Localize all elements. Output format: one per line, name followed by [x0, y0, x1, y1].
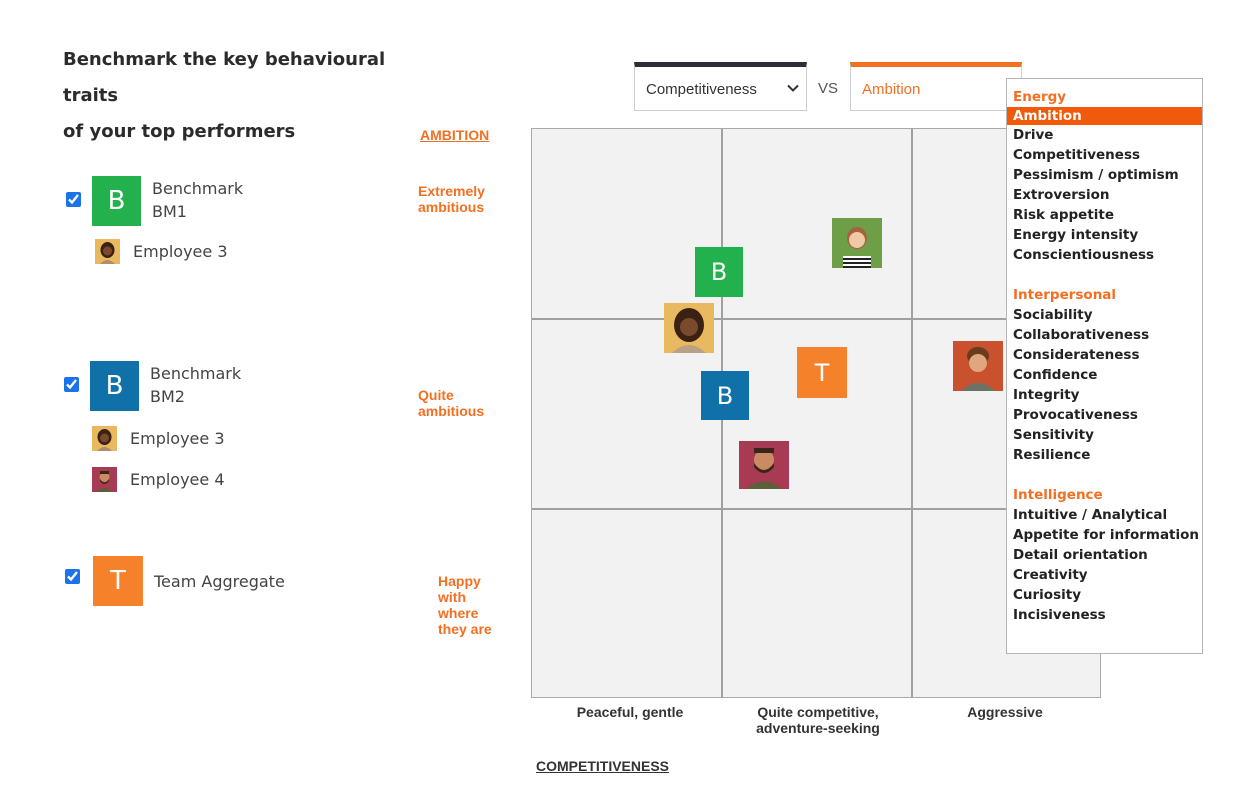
label-line-2: BM2 [150, 387, 185, 406]
x-level-line: Aggressive [967, 704, 1043, 720]
y-level-line: Happy [438, 573, 481, 589]
y-level-low: Happy with where they are [438, 573, 492, 637]
chevron-down-icon [787, 84, 799, 92]
tile-letter: B [105, 371, 124, 401]
marker-letter: T [814, 358, 830, 387]
page-heading: Benchmark the key behavioural traits of … [63, 42, 443, 150]
team-aggregate-label: Team Aggregate [154, 570, 285, 593]
x-level-line: adventure-seeking [756, 720, 880, 736]
dropdown-option[interactable]: Pessimism / optimism [1013, 167, 1179, 183]
dropdown-option[interactable]: Collaborativeness [1013, 327, 1150, 343]
marker-benchmark-bm2[interactable]: B [701, 371, 749, 420]
employee-row[interactable]: Employee 3 [92, 426, 225, 451]
y-level-mid: Quite ambitious [418, 387, 484, 419]
marker-team-aggregate[interactable]: T [797, 347, 847, 398]
marker-letter: B [710, 258, 728, 286]
dropdown-option[interactable]: Integrity [1013, 387, 1080, 403]
avatar-employee-3 [95, 239, 120, 264]
dropdown-option[interactable]: Drive [1013, 127, 1054, 143]
dropdown-option[interactable]: Extroversion [1013, 187, 1110, 203]
team-aggregate-tile: T [93, 556, 143, 606]
vs-label: VS [818, 80, 839, 97]
label-line-1: Team Aggregate [154, 572, 285, 591]
employee-name: Employee 3 [130, 429, 225, 448]
marker-benchmark-bm1[interactable]: B [695, 247, 743, 297]
tile-letter: B [107, 186, 126, 216]
x-level-mid: Quite competitive, adventure-seeking [733, 704, 903, 736]
heading-line-1: Benchmark the key behavioural traits [63, 49, 386, 106]
y-level-line: Quite [418, 387, 454, 403]
marker-employee-man-avatar[interactable] [953, 341, 1003, 391]
grid-line-horizontal [532, 508, 1100, 510]
y-axis-title: AMBITION [420, 127, 490, 143]
dropdown-option[interactable]: Confidence [1013, 367, 1098, 383]
grid-line-horizontal [532, 318, 1100, 320]
checkbox-benchmark-bm1[interactable] [66, 192, 81, 207]
checkbox-team-aggregate[interactable] [65, 569, 80, 584]
dropdown-option[interactable]: Conscientiousness [1013, 247, 1155, 263]
employee-name: Employee 4 [130, 470, 225, 489]
dropdown-group-energy: Energy [1013, 89, 1067, 105]
dropdown-group-intelligence: Intelligence [1013, 487, 1103, 503]
avatar-employee-4 [92, 467, 117, 492]
checkbox-benchmark-bm2[interactable] [64, 377, 79, 392]
dropdown-option[interactable]: Creativity [1013, 567, 1088, 583]
y-axis-trait-dropdown-list[interactable]: Energy Ambition Drive Competitiveness Pe… [1006, 78, 1203, 654]
dropdown-option[interactable]: Incisiveness [1013, 607, 1106, 623]
dropdown-option[interactable]: Detail orientation [1013, 547, 1148, 563]
dropdown-option[interactable]: Provocativeness [1013, 407, 1138, 423]
label-line-1: Benchmark [150, 364, 242, 383]
dropdown-option[interactable]: Considerateness [1013, 347, 1140, 363]
y-level-line: with [438, 589, 466, 605]
dropdown-group-interpersonal: Interpersonal [1013, 287, 1117, 303]
x-axis-select-value: Competitiveness [646, 81, 757, 98]
dropdown-option[interactable]: Risk appetite [1013, 207, 1115, 223]
x-level-line: Quite competitive, [757, 704, 879, 720]
y-level-high: Extremely ambitious [418, 183, 485, 215]
marker-letter: B [716, 381, 734, 410]
benchmark-bm2-tile: B [90, 361, 139, 411]
x-level-high: Aggressive [945, 704, 1065, 720]
dropdown-option-selected[interactable]: Ambition [1007, 107, 1202, 125]
y-level-line: where [438, 605, 479, 621]
label-line-2: BM1 [152, 202, 187, 221]
employee-row[interactable]: Employee 3 [95, 239, 228, 264]
y-level-line: ambitious [418, 199, 485, 215]
avatar-employee-3 [92, 426, 117, 451]
dropdown-option[interactable]: Sociability [1013, 307, 1093, 323]
y-level-line: they are [438, 621, 492, 637]
x-level-low: Peaceful, gentle [560, 704, 700, 720]
y-level-line: Extremely [418, 183, 485, 199]
employee-name: Employee 3 [133, 242, 228, 261]
dropdown-spacer [1007, 465, 1202, 485]
dropdown-option[interactable]: Intuitive / Analytical [1013, 507, 1168, 523]
x-axis-title: COMPETITIVENESS [536, 758, 670, 774]
y-level-line: ambitious [418, 403, 485, 419]
marker-employee-4-avatar[interactable] [739, 441, 789, 489]
dropdown-option[interactable]: Appetite for information [1013, 527, 1200, 543]
grid-line-vertical [911, 129, 913, 697]
marker-employee-3-avatar[interactable] [664, 303, 714, 353]
dropdown-option[interactable]: Curiosity [1013, 587, 1081, 603]
benchmark-bm2-label: Benchmark BM2 [150, 362, 241, 408]
marker-employee-woman-avatar[interactable] [832, 218, 882, 268]
dropdown-option[interactable]: Competitiveness [1013, 147, 1141, 163]
dropdown-option[interactable]: Sensitivity [1013, 427, 1094, 443]
tile-letter: T [110, 566, 126, 596]
dropdown-option[interactable]: Energy intensity [1013, 227, 1139, 243]
heading-line-2: of your top performers [63, 121, 296, 142]
dropdown-spacer [1007, 265, 1202, 285]
benchmark-bm1-tile: B [92, 176, 141, 226]
label-line-1: Benchmark [152, 179, 244, 198]
y-axis-trait-select[interactable]: Ambition [850, 62, 1022, 111]
benchmark-bm1-label: Benchmark BM1 [152, 177, 243, 223]
dropdown-option[interactable]: Resilience [1013, 447, 1091, 463]
x-axis-trait-select[interactable]: Competitiveness [634, 62, 807, 111]
employee-row[interactable]: Employee 4 [92, 467, 225, 492]
x-level-line: Peaceful, gentle [576, 704, 684, 720]
y-axis-select-value: Ambition [862, 81, 921, 98]
